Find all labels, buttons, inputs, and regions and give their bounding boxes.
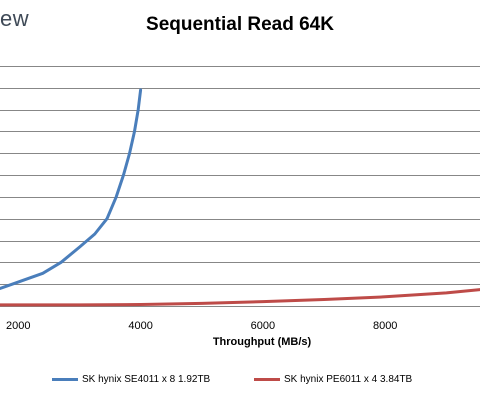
series-lines <box>0 88 480 307</box>
chart-title: Sequential Read 64K <box>146 14 334 35</box>
gridlines <box>0 66 480 307</box>
legend-swatch-pe6011 <box>254 378 280 381</box>
legend-item-pe6011: SK hynix PE6011 x 4 3.84TB <box>254 374 412 385</box>
x-tick-label-1: 4000 <box>128 320 152 332</box>
x-tick-label-2: 6000 <box>251 320 275 332</box>
legend: SK hynix SE4011 x 8 1.92TB SK hynix PE60… <box>0 374 480 388</box>
x-tick-label-3: 8000 <box>373 320 397 332</box>
legend-item-se4011: SK hynix SE4011 x 8 1.92TB <box>52 374 210 385</box>
x-tick-labels: 2000 4000 6000 8000 <box>6 320 397 332</box>
x-tick-label-0: 2000 <box>6 320 30 332</box>
series-line-1 <box>0 288 480 307</box>
legend-swatch-se4011 <box>52 378 78 381</box>
legend-label-se4011: SK hynix SE4011 x 8 1.92TB <box>82 374 211 385</box>
logo-text: ew <box>0 6 30 31</box>
series-line-0 <box>0 88 143 290</box>
legend-label-pe6011: SK hynix PE6011 x 4 3.84TB <box>284 374 413 385</box>
x-axis-label: Throughput (MB/s) <box>212 336 312 348</box>
